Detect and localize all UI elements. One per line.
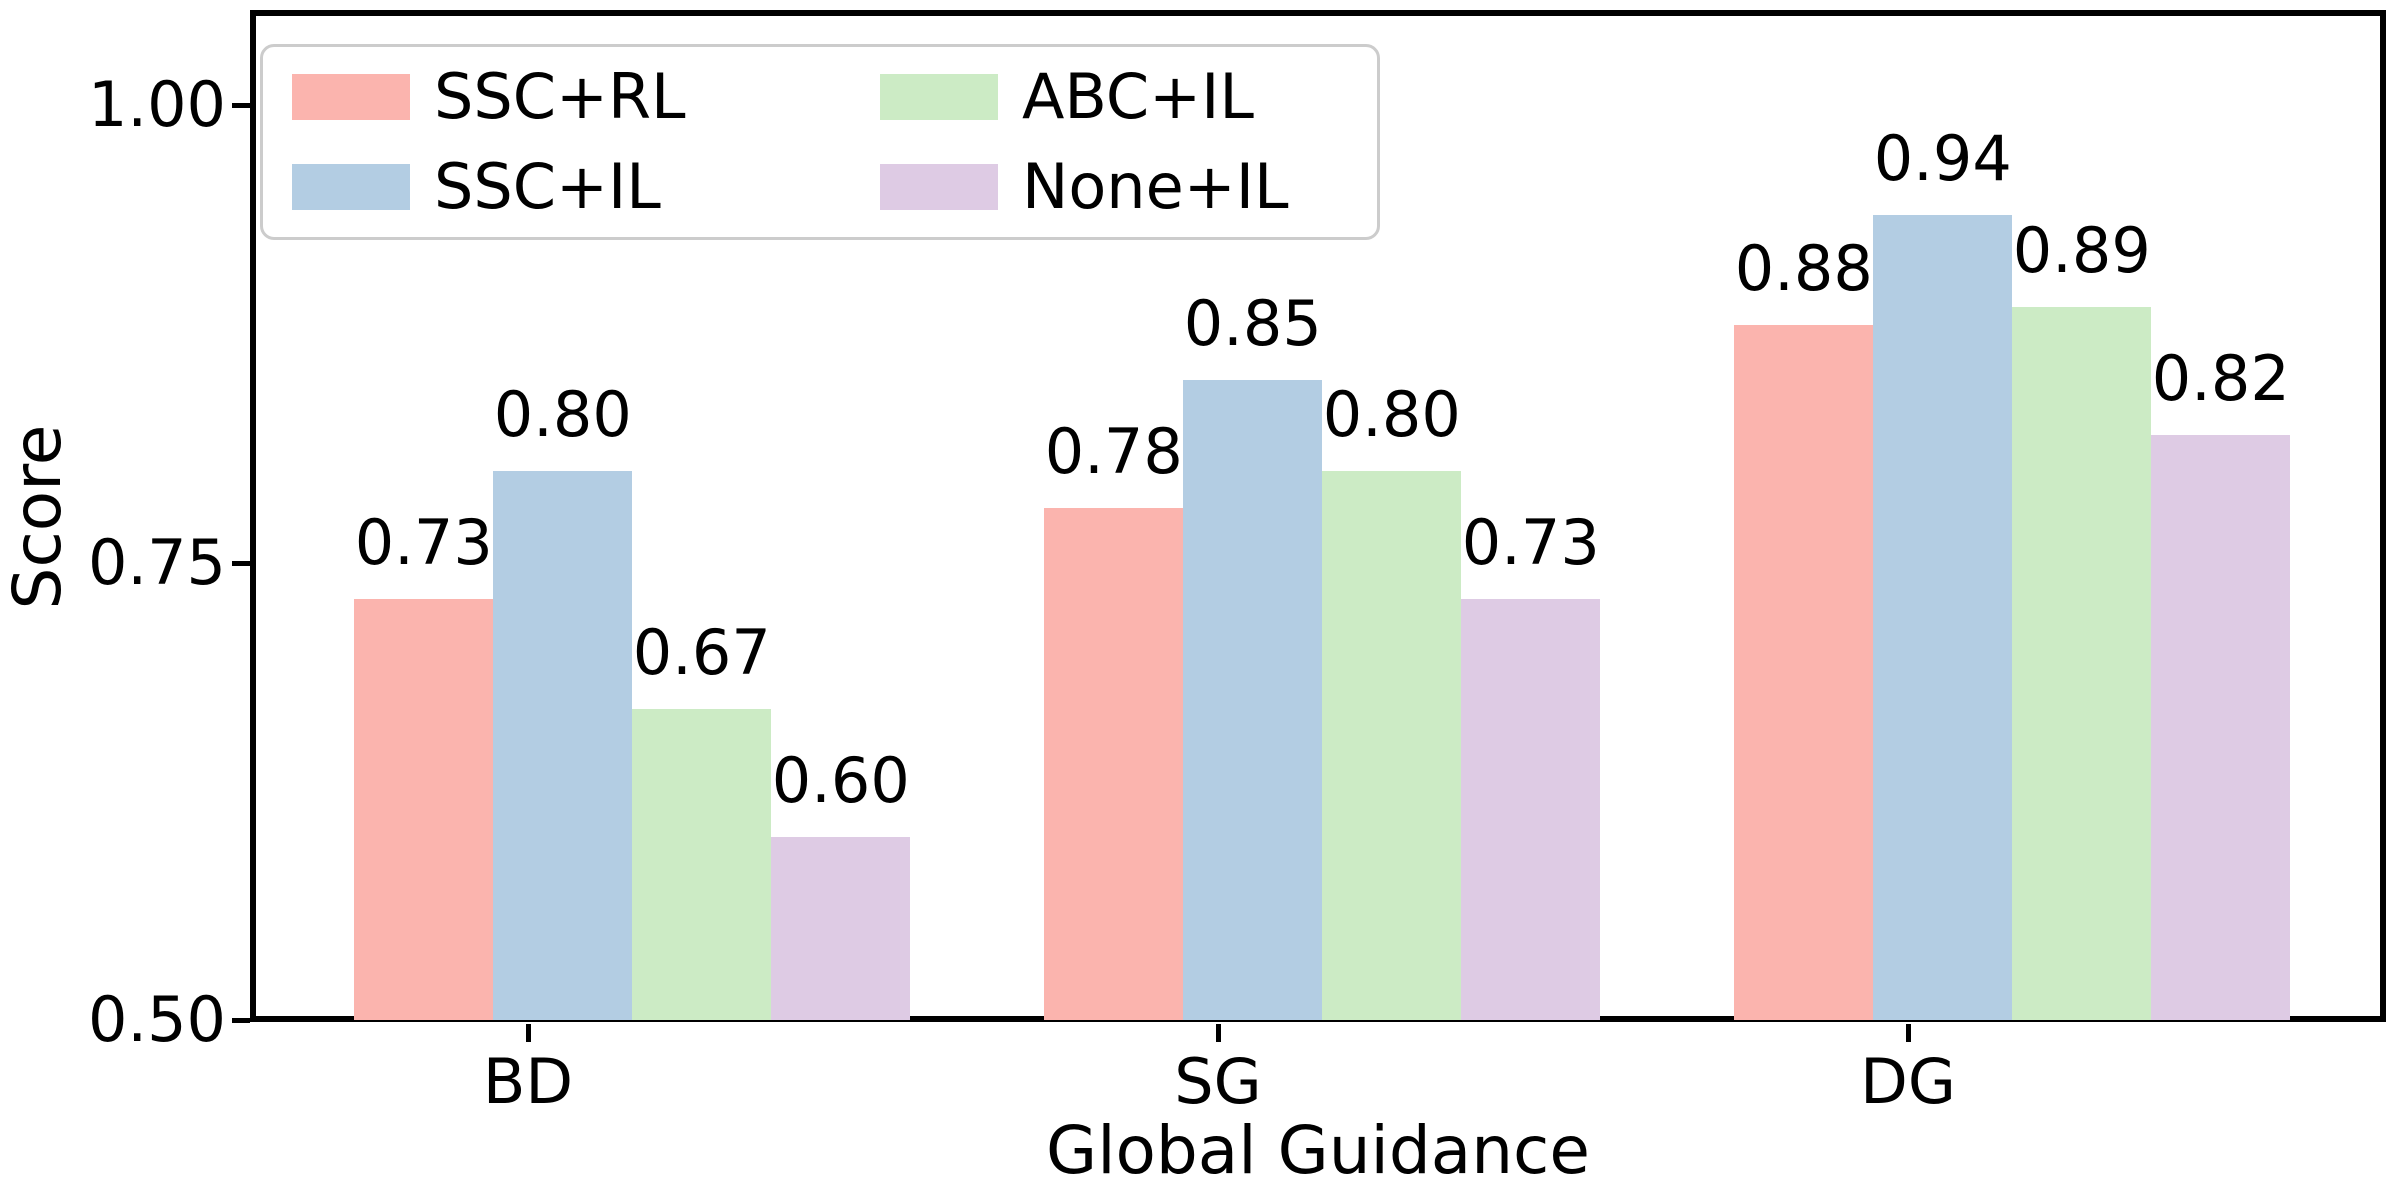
bar-value-label: 0.94 (1873, 122, 2012, 196)
bar (493, 471, 633, 1020)
bar-value-label: 0.82 (2151, 341, 2290, 415)
legend-label: ABC+IL (1022, 60, 1254, 133)
bar (1322, 471, 1462, 1020)
x-tick-mark (1906, 1024, 1911, 1042)
legend-swatch (292, 74, 410, 120)
legend-swatch (880, 74, 998, 120)
legend-label: SSC+IL (434, 150, 661, 223)
x-tick-label: SG (1174, 1045, 1262, 1118)
bar (1461, 599, 1601, 1020)
x-tick-mark (1216, 1024, 1221, 1042)
bar (771, 837, 911, 1020)
y-tick-mark (232, 560, 250, 566)
bar (2012, 306, 2152, 1020)
x-tick-label: BD (482, 1045, 574, 1118)
bar (2151, 434, 2291, 1020)
y-tick-label: 0.50 (87, 983, 226, 1056)
bar-value-label: 0.80 (1322, 378, 1461, 452)
bar-value-label: 0.85 (1183, 286, 1322, 360)
y-tick-label: 0.75 (87, 525, 226, 599)
y-tick-label: 1.00 (87, 68, 226, 142)
bar-value-label: 0.73 (354, 506, 493, 580)
bar-value-label: 0.88 (1734, 231, 1873, 305)
bar-value-label: 0.67 (632, 616, 771, 690)
y-axis-label: Score (0, 424, 76, 610)
bar-value-label: 0.89 (2012, 213, 2151, 287)
legend-swatch (880, 164, 998, 210)
bar (1873, 215, 2013, 1020)
y-tick-mark (232, 1018, 250, 1023)
x-axis-label: Global Guidance (1046, 1112, 1590, 1189)
y-tick-mark (232, 103, 250, 109)
x-tick-mark (526, 1024, 531, 1042)
bar (1183, 379, 1323, 1020)
bar (632, 709, 772, 1020)
legend-label: SSC+RL (434, 60, 686, 133)
bar-value-label: 0.78 (1044, 414, 1183, 488)
bar (1044, 507, 1184, 1020)
bar (354, 599, 494, 1020)
legend-swatch (292, 164, 410, 210)
bar-value-label: 0.80 (493, 378, 632, 452)
x-tick-label: DG (1860, 1045, 1956, 1118)
bar-value-label: 0.60 (771, 744, 910, 818)
bar (1734, 324, 1874, 1020)
legend-label: None+IL (1022, 150, 1289, 223)
legend (260, 44, 1380, 240)
bar-value-label: 0.73 (1461, 506, 1600, 580)
